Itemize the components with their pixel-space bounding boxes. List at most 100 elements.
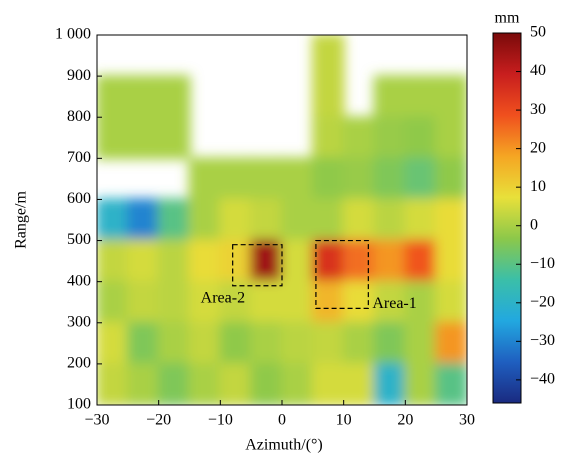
heatmap-cell [250,157,283,201]
heatmap-cell [281,239,314,283]
heatmap-cell [188,362,222,405]
heatmap-cell [373,198,407,242]
heatmap-cell [250,239,283,283]
heatmap-cell [435,75,467,119]
heatmap-cell [435,362,467,405]
heatmap-cell [311,280,345,324]
heatmap-cell [219,280,253,324]
heatmap-cell [250,280,283,324]
colorbar-tick-label: 40 [530,62,546,79]
y-tick-label: 600 [67,190,91,207]
heatmap-cell [157,239,191,283]
heatmap-cell [342,321,376,365]
x-axis-label: Azimuth/(°) [245,437,323,454]
x-tick-label: −10 [208,412,233,429]
heatmap-cell [404,198,438,242]
x-tick-label: −20 [146,412,171,429]
heatmap-cell [97,321,129,365]
heatmap-cell [97,280,129,324]
heatmap-cell [126,198,160,242]
heatmap-cell [219,362,253,405]
heatmap-cell [373,157,407,201]
heatmap [97,35,467,405]
heatmap-cell [157,116,191,160]
heatmap-cell [219,157,253,201]
heatmap-cell [188,157,222,201]
heatmap-cell [281,362,314,405]
heatmap-cell [373,362,407,405]
heatmap-cell [435,157,467,201]
heatmap-cell [404,116,438,160]
heatmap-cell [157,198,191,242]
heatmap-cell [342,239,376,283]
annotation-label: Area-1 [372,295,416,312]
x-tick-label: 10 [336,412,352,429]
heatmap-cell [373,321,407,365]
heatmap-cell [311,75,345,119]
heatmap-cell [373,75,407,119]
heatmap-cell [311,362,345,405]
y-tick-label: 100 [67,396,91,413]
heatmap-cell [219,321,253,365]
heatmap-cell [404,157,438,201]
colorbar [492,32,522,404]
heatmap-cell [404,239,438,283]
colorbar-tick-label: 50 [530,24,546,41]
colorbar-tick-label: −30 [530,332,555,349]
heatmap-cell [342,198,376,242]
heatmap-cell [157,75,191,119]
heatmap-cell [342,116,376,160]
heatmap-cell [126,362,160,405]
colorbar-tick-label: 10 [530,178,546,195]
heatmap-cell [219,239,253,283]
x-tick-label: 0 [278,412,286,429]
heatmap-cell [311,239,345,283]
heatmap-cell [311,116,345,160]
heatmap-cell [126,321,160,365]
heatmap-cell [97,75,129,119]
colorbar-tick-label: −40 [530,371,555,388]
colorbar-title: mm [495,10,520,27]
colorbar-tick-label: 0 [530,216,538,233]
heatmap-cell [311,198,345,242]
heatmap-cell [281,321,314,365]
colorbar-tick-label: −20 [530,293,555,310]
annotation-label: Area-2 [201,289,245,306]
heatmap-cell [97,362,129,405]
heatmap-cell [373,116,407,160]
y-tick-label: 700 [67,149,91,166]
heatmap-cell [250,198,283,242]
heatmap-cell [188,321,222,365]
heatmap-cell [311,321,345,365]
heatmap-cell [404,321,438,365]
heatmap-cell [342,362,376,405]
y-tick-label: 900 [67,67,91,84]
x-tick-label: −30 [84,412,109,429]
heatmap-cell [126,116,160,160]
heatmap-cell [157,321,191,365]
heatmap-cell [373,239,407,283]
heatmap-cell [188,198,222,242]
x-tick-label: 20 [397,412,413,429]
y-tick-label: 400 [67,272,91,289]
heatmap-cell [342,157,376,201]
heatmap-cell [250,362,283,405]
heatmap-cell [435,321,467,365]
heatmap-cell [281,198,314,242]
annotation-box [232,244,283,287]
heatmap-cell [311,35,345,78]
heatmap-cell [126,75,160,119]
heatmap-cell [435,116,467,160]
colorbar-tick-label: 30 [530,101,546,118]
heatmap-cell [157,362,191,405]
heatmap-cell [97,116,129,160]
heatmap-cell [281,280,314,324]
heatmap-cell [373,280,407,324]
colorbar-tick-label: 20 [530,139,546,156]
heatmap-cell [342,280,376,324]
heatmap-cell [157,280,191,324]
heatmap-cell [188,239,222,283]
heatmap-cell [126,239,160,283]
y-tick-label: 500 [67,231,91,248]
heatmap-cell [435,280,467,324]
